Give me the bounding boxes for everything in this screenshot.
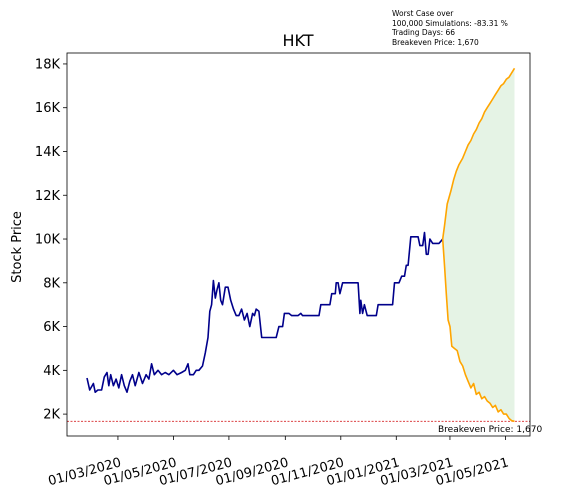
y-tick-label: 8K — [43, 276, 60, 291]
simulation-area — [442, 68, 515, 422]
plot-frame — [66, 52, 531, 437]
y-tick-label: 16K — [35, 101, 61, 116]
series-line-simulated-upper — [441, 67, 516, 240]
simulation-note: Worst Case over 100,000 Simulations: -83… — [392, 9, 508, 47]
breakeven-label: Breakeven Price: 1,670 — [438, 425, 542, 435]
x-axis: 01/03/202001/05/202001/07/202001/09/2020… — [47, 436, 510, 489]
series-lines — [86, 67, 516, 423]
series-line-simulated-lower — [441, 238, 515, 423]
y-tick-label: 6K — [43, 320, 60, 335]
note-line: Worst Case over — [392, 9, 454, 18]
y-tick-label: 18K — [35, 57, 61, 72]
y-axis: 2K 4K 6K 8K 10K 12K 14K 16K 18K — [35, 57, 67, 423]
y-tick-label: 2K — [43, 408, 60, 423]
y-axis-label: Stock Price — [10, 211, 25, 283]
y-tick-label: 14K — [35, 145, 61, 160]
chart-title: HKT — [282, 31, 313, 50]
note-line: 100,000 Simulations: -83.31 % — [392, 18, 508, 28]
y-tick-label: 10K — [35, 233, 61, 248]
note-line: Trading Days: 66 — [392, 28, 456, 38]
series-line-history — [86, 231, 444, 394]
simulation-range-fill — [442, 68, 515, 422]
note-line: Breakeven Price: 1,670 — [392, 37, 479, 47]
y-tick-label: 4K — [43, 364, 60, 379]
y-tick-label: 12K — [35, 189, 61, 204]
